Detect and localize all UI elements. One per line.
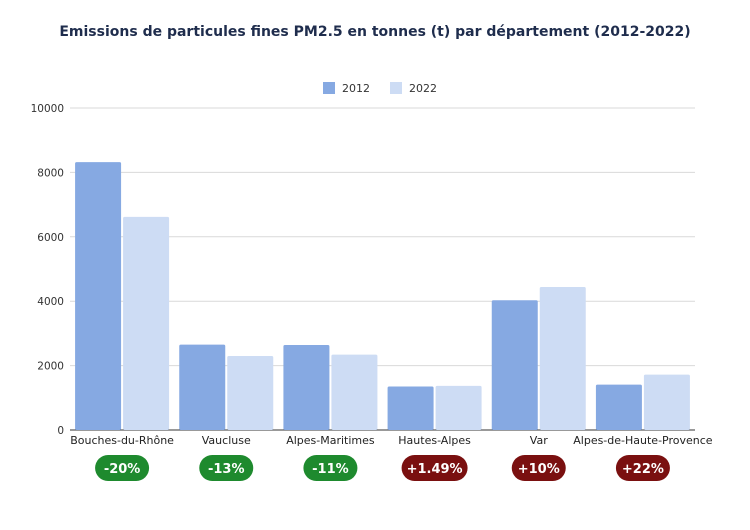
gridlines	[70, 107, 695, 431]
bar-2022-5	[643, 374, 690, 430]
change-badge	[401, 455, 468, 481]
x-category-label: Var	[530, 434, 548, 447]
bar-2012-1	[179, 344, 226, 430]
bar-2022-3	[435, 385, 482, 430]
x-axis: Bouches-du-Rhône Vaucluse Alpes-Maritimes H…	[70, 434, 713, 447]
x-category-label: Alpes-Maritimes	[286, 434, 375, 447]
bar-2022-2	[331, 354, 378, 430]
bars	[75, 162, 690, 430]
x-category-label: Bouches-du-Rhône	[70, 434, 174, 447]
change-badge-label: -11%	[312, 462, 349, 477]
y-axis: 0 2000 4000 6000 8000 10000	[31, 103, 64, 437]
x-category-label: Vaucluse	[202, 434, 251, 447]
change-badge-label: -20%	[104, 462, 141, 477]
y-tick-label: 4000	[37, 296, 64, 308]
bar-2012-3	[387, 386, 434, 430]
y-tick-label: 2000	[37, 361, 64, 373]
change-badge	[511, 455, 566, 481]
bar-2012-2	[283, 344, 330, 430]
bar-2022-1	[227, 355, 274, 430]
legend-swatch-2022	[390, 82, 402, 94]
change-badge	[615, 455, 670, 481]
y-tick-label: 6000	[37, 232, 64, 244]
change-badge	[199, 455, 254, 481]
legend-label-2022: 2022	[409, 82, 437, 95]
chart-title: Emissions de particules fines PM2.5 en t…	[59, 24, 690, 40]
legend-label-2012: 2012	[342, 82, 370, 95]
x-category-label: Alpes-de-Haute-Provence	[573, 434, 713, 447]
legend: 2012 2022	[323, 82, 437, 95]
change-badge	[303, 455, 358, 481]
x-category-label: Hautes-Alpes	[398, 434, 471, 447]
change-badge	[95, 455, 150, 481]
y-tick-label: 0	[57, 425, 64, 437]
change-badges: -20% -13% -11% +1.49% +10% +22%	[95, 455, 670, 481]
bar-2012-0	[75, 162, 122, 430]
bar-2022-4	[539, 287, 586, 430]
bar-2022-0	[123, 216, 170, 430]
y-tick-label: 10000	[31, 103, 64, 115]
change-badge-label: +22%	[622, 462, 664, 477]
y-tick-label: 8000	[37, 167, 64, 179]
legend-swatch-2012	[323, 82, 335, 94]
change-badge-label: -13%	[208, 462, 245, 477]
change-badge-label: +10%	[518, 462, 560, 477]
bar-2012-4	[491, 300, 538, 430]
bar-2012-5	[595, 384, 642, 430]
change-badge-label: +1.49%	[407, 462, 463, 477]
